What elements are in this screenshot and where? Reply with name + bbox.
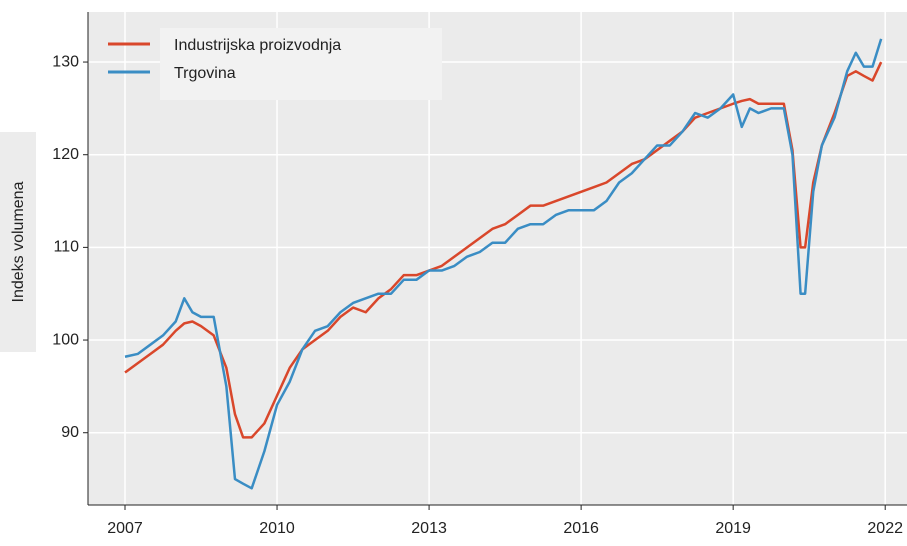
y-tick-label: 110	[53, 239, 79, 256]
legend-background	[160, 28, 442, 100]
y-tick-label: 90	[61, 424, 79, 441]
x-tick-label: 2016	[563, 520, 599, 537]
series-line	[124, 61, 883, 439]
y-axis-label: Indeks volumena	[10, 181, 27, 302]
x-tick-label: 2010	[259, 520, 295, 537]
lines	[124, 38, 883, 490]
y-tick-label: 120	[52, 146, 79, 163]
y-tick-label: 130	[52, 53, 79, 70]
x-tick-label: 2007	[107, 520, 143, 537]
legend: Industrijska proizvodnja Trgovina	[108, 28, 442, 100]
legend-label: Trgovina	[174, 65, 236, 82]
y-tick-label: 100	[52, 331, 79, 348]
legend-label: Industrijska proizvodnja	[174, 37, 341, 54]
series-line	[124, 38, 883, 490]
x-tick-label: 2013	[411, 520, 447, 537]
y-label-background	[0, 132, 36, 352]
x-tick-label: 2019	[715, 520, 751, 537]
x-tick-label: 2022	[867, 520, 903, 537]
